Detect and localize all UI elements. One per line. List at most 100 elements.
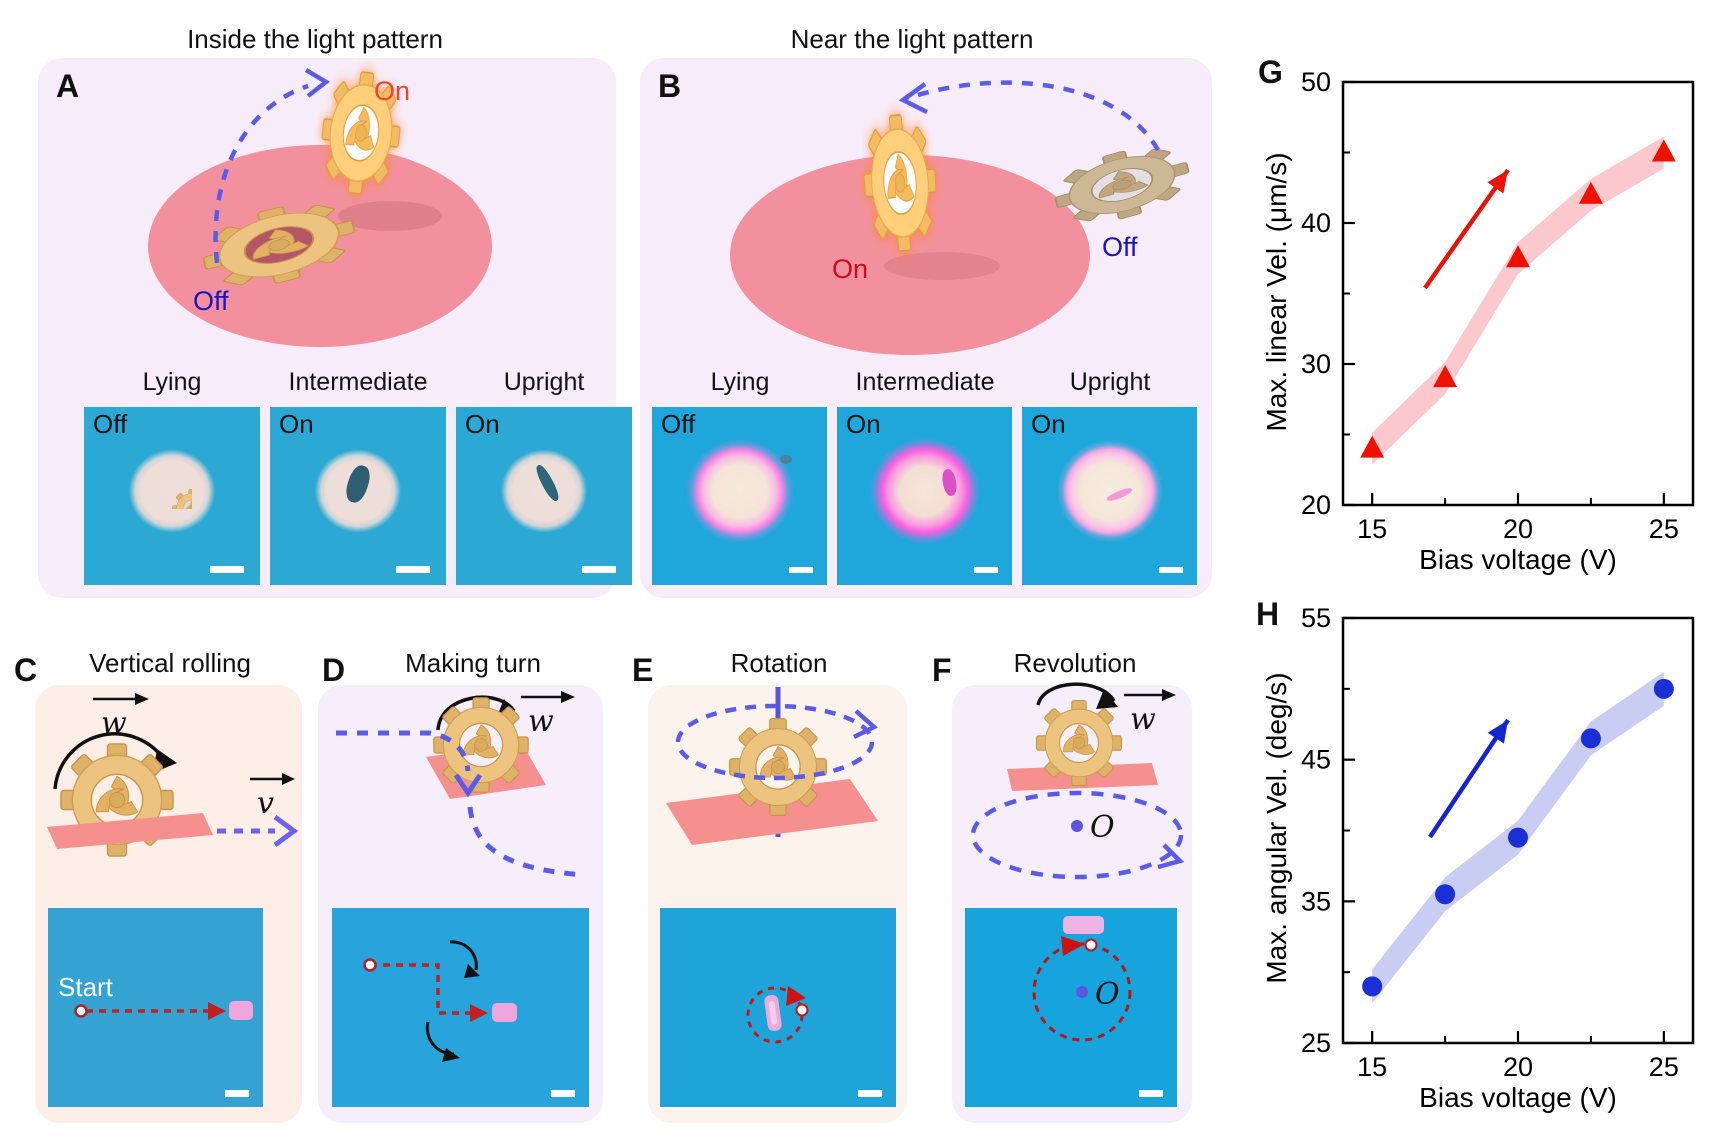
arrowhead-icon	[442, 1048, 460, 1062]
panel-f-letter: F	[932, 652, 952, 688]
x-tick-label: 25	[1649, 1052, 1679, 1082]
panel-f-image: O	[965, 908, 1177, 1107]
micrograph: Off	[652, 407, 827, 585]
start-label: Start	[58, 972, 113, 1002]
start-point	[74, 1004, 88, 1018]
center-label: O	[1090, 810, 1115, 845]
scale-bar	[225, 1090, 249, 1097]
arrowhead-icon	[1061, 936, 1085, 956]
rolling-arrow	[53, 732, 167, 790]
marker-point	[795, 1003, 809, 1017]
chart-g-y-axis-label: Max. linear Vel. (μm/s)	[1261, 152, 1292, 432]
arrowhead-icon	[1157, 843, 1185, 870]
arrowhead-icon	[852, 709, 878, 740]
data-point	[1433, 365, 1458, 388]
data-point	[1578, 181, 1603, 204]
micro-gear-icon	[172, 489, 192, 509]
x-tick-label: 25	[1649, 514, 1679, 544]
chart-g-letter: G	[1258, 54, 1283, 90]
chart-h-x-axis-label: Bias voltage (V)	[1419, 1082, 1617, 1113]
arrowhead-icon	[453, 773, 483, 798]
trajectory-overlay	[363, 940, 517, 1062]
x-tick-label: 20	[1503, 514, 1533, 544]
state-label: On	[1031, 409, 1066, 439]
light-spot	[490, 438, 598, 543]
caption-intermediate: Intermediate	[288, 368, 428, 396]
gear-icon	[1035, 699, 1123, 787]
center-point	[1071, 820, 1083, 832]
arrowhead-icon	[470, 1004, 488, 1022]
data-point	[1435, 884, 1456, 905]
data-point	[1580, 728, 1601, 749]
micrograph: On	[1022, 407, 1197, 585]
omega-letter: w	[1130, 702, 1156, 737]
trend-arrow	[1428, 718, 1510, 839]
gear-icon	[433, 697, 529, 793]
arrowhead-icon	[208, 1002, 226, 1020]
panel-b-scene	[730, 80, 1197, 355]
scale-bar	[858, 1090, 882, 1097]
micrograph: Off	[84, 407, 260, 585]
omega-letter: w	[528, 704, 554, 739]
light-pattern-ellipse	[730, 155, 1090, 355]
trajectory-overlay: O	[1032, 916, 1132, 1042]
velocity-vector: v	[250, 773, 295, 821]
chart-h-y-axis-label: Max. angular Vel. (deg/s)	[1261, 672, 1292, 984]
scale-bar	[789, 567, 813, 573]
state-label: Off	[661, 409, 696, 439]
arrowhead-icon	[1096, 689, 1118, 709]
state-label: On	[465, 409, 500, 439]
off-label: Off	[193, 286, 229, 316]
arrowhead-icon	[304, 68, 330, 98]
title-near-light-pattern: Near the light pattern	[790, 24, 1034, 54]
panel-e-title: Rotation	[730, 648, 828, 678]
panel-b-letter: B	[658, 68, 682, 104]
scale-bar	[551, 1090, 575, 1097]
y-tick-label: 55	[1301, 603, 1331, 633]
y-tick-label: 25	[1301, 1028, 1331, 1058]
panel-f-scene: w O	[970, 682, 1185, 880]
debris-dot	[780, 455, 792, 464]
panel-c-letter: C	[14, 652, 38, 688]
state-label: On	[846, 409, 881, 439]
title-inside-light-pattern: Inside the light pattern	[187, 24, 443, 54]
dashed-trajectory	[336, 730, 471, 772]
microrobot	[492, 1003, 517, 1022]
y-tick-label: 20	[1301, 490, 1331, 520]
micrograph: On	[456, 407, 632, 585]
data-point	[1362, 976, 1383, 997]
panel-c-box: w v Start	[35, 685, 302, 1123]
trajectory-overlay	[746, 986, 809, 1044]
arrowhead-icon	[464, 964, 480, 978]
data-point	[1360, 435, 1385, 458]
panel-e-image	[660, 908, 896, 1107]
off-label: Off	[1102, 232, 1138, 262]
revolution-orbit-dashed	[970, 790, 1184, 880]
light-spot	[863, 431, 986, 550]
panel-d-scene: w	[336, 691, 585, 878]
dashed-trajectory-2	[467, 806, 585, 878]
state-label: Off	[93, 409, 128, 439]
trend-arrow	[1423, 168, 1510, 290]
panel-d-letter: D	[322, 652, 346, 688]
panel-b-box: B On Off Lying Intermediate Upright Off	[640, 58, 1212, 598]
panel-a-scene	[148, 67, 492, 347]
gear-shadow	[338, 201, 442, 231]
data-point	[1653, 678, 1674, 699]
panel-f-box: w O O	[952, 682, 1192, 1123]
caption-lying: Lying	[710, 368, 770, 396]
x-tick-label: 20	[1503, 1052, 1533, 1082]
chart-g-plot: 15 20 25 20 30 40 50	[1301, 67, 1695, 544]
data-point	[1506, 245, 1530, 268]
scale-bar	[582, 566, 616, 573]
y-tick-label: 50	[1301, 67, 1331, 97]
panel-e-box	[648, 685, 907, 1123]
turn-arrow	[449, 940, 478, 971]
chart-h-plot: 15 20 25 25 35 45 55	[1301, 603, 1695, 1082]
chart-h-letter: H	[1256, 596, 1280, 632]
trajectory-overlay	[74, 1001, 253, 1020]
scale-bar	[1159, 567, 1183, 573]
platform	[47, 813, 213, 849]
dashed-trajectory	[213, 83, 309, 264]
